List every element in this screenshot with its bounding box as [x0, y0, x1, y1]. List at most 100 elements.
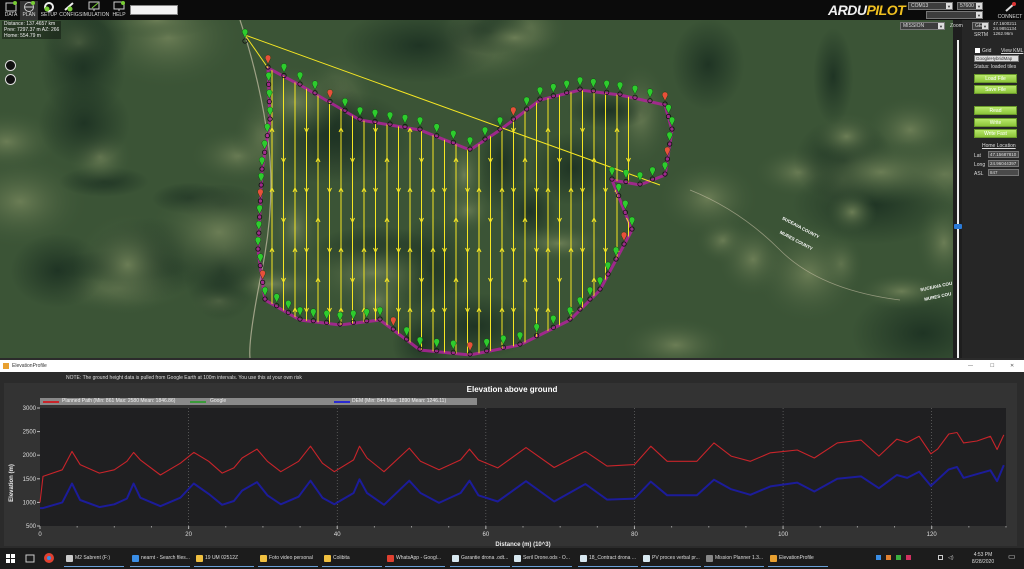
waypoint-marker-icon[interactable]	[550, 315, 557, 330]
chrome-icon[interactable]	[44, 553, 54, 563]
waypoint-marker-icon[interactable]	[285, 300, 292, 315]
toolbar-setup-button[interactable]: SETUP	[39, 1, 59, 20]
waypoint-marker-icon[interactable]	[255, 236, 261, 252]
waypoint-marker-icon[interactable]	[669, 116, 675, 132]
waypoint-marker-icon[interactable]	[342, 98, 348, 113]
waypoint-marker-icon[interactable]	[357, 106, 363, 122]
waypoint-marker-icon[interactable]	[523, 96, 530, 112]
taskbar-app[interactable]: 19 UM 02512Z	[194, 550, 254, 567]
volume-icon[interactable]: ◁)	[948, 555, 954, 561]
compass-icon[interactable]	[5, 60, 16, 71]
link-select[interactable]: ▼	[926, 11, 983, 19]
waypoint-marker-icon[interactable]	[533, 323, 540, 339]
waypoint-marker-icon[interactable]	[323, 310, 330, 325]
zoom-slider-handle[interactable]	[954, 223, 962, 229]
close-button[interactable]: ✕	[1010, 363, 1015, 369]
waypoint-marker-icon[interactable]	[623, 169, 629, 185]
waypoint-marker-icon[interactable]	[273, 293, 280, 309]
waypoint-marker-icon[interactable]	[590, 78, 597, 94]
waypoint-marker-icon[interactable]	[603, 80, 610, 95]
waypoint-marker-icon[interactable]	[417, 336, 423, 352]
waypoint-marker-icon[interactable]	[256, 204, 263, 220]
save-file-button[interactable]: Save File	[974, 85, 1017, 94]
waypoint-marker-icon[interactable]	[297, 306, 303, 322]
connect-button[interactable]: CONNECT	[996, 2, 1024, 20]
waypoint-marker-icon[interactable]	[567, 306, 573, 322]
waypoint-marker-icon[interactable]	[327, 89, 333, 105]
waypoint-marker-icon[interactable]	[297, 71, 303, 87]
network-icon[interactable]	[938, 555, 943, 560]
waypoint-marker-icon[interactable]	[483, 338, 490, 354]
waypoint-marker-icon[interactable]	[517, 331, 523, 347]
zoom-search-icon[interactable]	[5, 74, 16, 85]
waypoint-marker-icon[interactable]	[613, 246, 619, 262]
waypoint-marker-icon[interactable]	[350, 310, 357, 325]
waypoint-marker-icon[interactable]	[550, 83, 557, 99]
waypoint-marker-icon[interactable]	[467, 341, 473, 357]
waypoint-marker-icon[interactable]	[242, 28, 248, 44]
taskbar-app[interactable]: nearnt - Search files...	[130, 550, 190, 567]
waypoint-markers[interactable]	[242, 28, 675, 357]
waypoint-marker-icon[interactable]	[664, 146, 671, 162]
waypoint-marker-icon[interactable]	[337, 311, 343, 327]
waypoint-marker-icon[interactable]	[622, 200, 629, 215]
waypoint-marker-icon[interactable]	[255, 220, 262, 236]
waypoint-marker-icon[interactable]	[597, 276, 603, 292]
waypoint-marker-icon[interactable]	[363, 308, 370, 324]
map-canvas[interactable]	[0, 20, 953, 358]
waypoint-marker-icon[interactable]	[265, 54, 271, 70]
waypoint-marker-icon[interactable]	[510, 106, 517, 122]
system-tray-icons[interactable]: ◁)	[876, 555, 961, 562]
waypoint-marker-icon[interactable]	[267, 106, 273, 122]
waypoint-marker-icon[interactable]	[497, 116, 503, 132]
view-kml-link[interactable]: View KML	[1001, 48, 1024, 54]
taskbar-app[interactable]: Mission Planner 1.3...	[704, 550, 764, 567]
waypoint-marker-icon[interactable]	[403, 326, 410, 342]
taskbar-app[interactable]: 18_Contract drona ...	[578, 550, 638, 567]
waypoint-marker-icon[interactable]	[467, 136, 473, 152]
waypoint-marker-icon[interactable]	[666, 131, 673, 147]
toolbar-config-button[interactable]: CONFIG	[59, 1, 79, 20]
task-view-icon[interactable]	[25, 554, 35, 563]
waypoint-marker-icon[interactable]	[259, 270, 266, 285]
waypoint-marker-icon[interactable]	[258, 172, 265, 188]
home-long-input[interactable]: 24.96044397	[988, 160, 1019, 167]
taskbar-app[interactable]: ElevationProfile	[768, 550, 828, 567]
waypoint-marker-icon[interactable]	[433, 123, 440, 139]
map-type-select[interactable]: GoogleHybridMap	[974, 55, 1019, 62]
waypoint-marker-icon[interactable]	[563, 80, 570, 95]
tray-icon[interactable]	[906, 555, 911, 560]
waypoint-marker-icon[interactable]	[372, 109, 378, 125]
waypoint-marker-icon[interactable]	[257, 188, 264, 204]
port-select[interactable]: COM13 ▼	[908, 2, 953, 10]
tray-icon[interactable]	[886, 555, 891, 560]
waypoint-marker-icon[interactable]	[632, 85, 638, 100]
waypoint-marker-icon[interactable]	[281, 63, 287, 79]
waypoint-marker-icon[interactable]	[629, 216, 635, 232]
grid-checkbox[interactable]	[975, 48, 980, 53]
waypoint-marker-icon[interactable]	[417, 116, 423, 132]
read-button[interactable]: Read	[974, 106, 1017, 115]
toolbar-data-button[interactable]: DATA	[2, 1, 20, 20]
waypoint-marker-icon[interactable]	[587, 286, 593, 302]
search-input[interactable]	[130, 5, 178, 15]
waypoint-marker-icon[interactable]	[665, 104, 672, 120]
map-view[interactable]: SUCEAVA COUNTY MURES COUNTY SUCEAVA COU …	[0, 20, 953, 358]
toolbar-simulation-button[interactable]: SIMULATION	[79, 1, 109, 20]
waypoint-marker-icon[interactable]	[312, 80, 318, 96]
waypoint-marker-icon[interactable]	[261, 140, 268, 155]
write-fast-button[interactable]: Write Fast	[974, 129, 1017, 138]
waypoint-marker-icon[interactable]	[637, 171, 643, 187]
waypoint-marker-icon[interactable]	[387, 111, 393, 127]
mode-select[interactable]: MISSION ▼	[900, 22, 945, 30]
altitude-frame-select[interactable]: GEO ▼	[972, 22, 989, 30]
write-button[interactable]: Write	[974, 118, 1017, 127]
taskbar-app[interactable]: M2 Sabrent (F:)	[64, 550, 124, 567]
notification-icon[interactable]: ▭	[1008, 552, 1016, 561]
waypoint-marker-icon[interactable]	[647, 88, 653, 104]
load-file-button[interactable]: Load File	[974, 74, 1017, 83]
waypoint-marker-icon[interactable]	[617, 81, 623, 97]
waypoint-marker-icon[interactable]	[482, 126, 488, 142]
taskbar-app[interactable]: Garantie drona .odt...	[450, 550, 510, 567]
waypoint-marker-icon[interactable]	[264, 123, 271, 139]
